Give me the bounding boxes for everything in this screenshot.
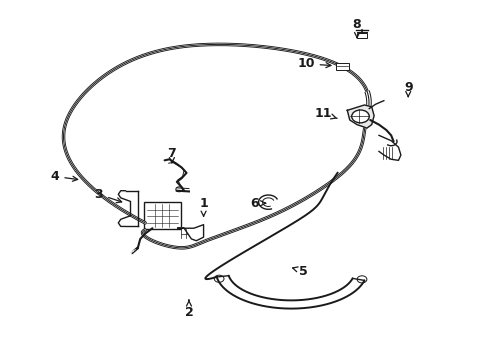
FancyBboxPatch shape (336, 63, 349, 69)
FancyBboxPatch shape (144, 202, 181, 229)
Text: 7: 7 (168, 147, 176, 163)
Text: 9: 9 (404, 81, 413, 97)
Polygon shape (347, 105, 374, 128)
Text: 3: 3 (95, 188, 122, 203)
Text: 8: 8 (353, 18, 361, 37)
Polygon shape (178, 225, 203, 241)
Text: 4: 4 (50, 170, 77, 183)
Circle shape (352, 110, 369, 123)
Text: 2: 2 (185, 300, 194, 319)
Text: 11: 11 (314, 107, 337, 120)
Text: 10: 10 (297, 57, 331, 71)
Text: 1: 1 (199, 197, 208, 216)
Text: 5: 5 (293, 265, 308, 278)
Text: 6: 6 (250, 197, 266, 210)
FancyBboxPatch shape (357, 33, 368, 38)
